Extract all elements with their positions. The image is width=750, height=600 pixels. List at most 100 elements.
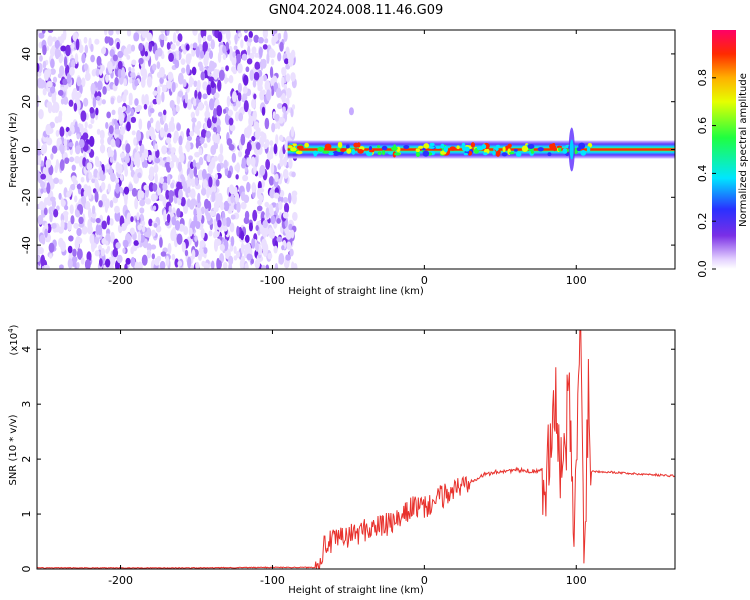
noise-blob (184, 91, 188, 104)
noise-blob (70, 43, 75, 49)
noise-blob (154, 257, 160, 266)
noise-blob (222, 217, 227, 227)
noise-blob (80, 257, 85, 265)
noise-blob (289, 248, 294, 257)
noise-blob (253, 121, 260, 130)
noise-blob (164, 122, 169, 133)
noise-blob (251, 237, 256, 249)
noise-blob (86, 162, 93, 171)
noise-blob (83, 36, 88, 44)
noise-blob (202, 40, 208, 52)
noise-blob (259, 90, 265, 101)
noise-blob (231, 66, 236, 73)
noise-blob (197, 32, 202, 45)
noise-blob (271, 50, 276, 58)
noise-blob (174, 59, 180, 69)
noise-blob (72, 248, 77, 257)
noise-blob (76, 183, 82, 190)
noise-blob (144, 50, 148, 57)
noise-blob (53, 102, 60, 114)
noise-blob (162, 196, 167, 207)
noise-blob (164, 162, 171, 168)
noise-blob (281, 245, 285, 251)
noise-blob (37, 264, 40, 269)
noise-blob (62, 78, 68, 86)
signal-fleck (427, 146, 435, 149)
noise-blob (37, 214, 44, 226)
noise-blob (116, 254, 123, 264)
noise-blob (259, 75, 264, 82)
noise-blob (172, 32, 177, 44)
noise-blob (192, 98, 197, 107)
noise-blob (126, 30, 132, 37)
noise-blob (250, 156, 256, 167)
y-tick-label: 3 (20, 401, 33, 408)
y-tick-label: -40 (20, 236, 33, 254)
noise-blob (186, 135, 192, 142)
noise-blob (282, 106, 286, 114)
noise-blob (210, 80, 215, 89)
noise-blob (276, 236, 283, 243)
noise-blob (240, 230, 245, 241)
noise-blob (223, 159, 228, 170)
noise-blob (269, 140, 274, 147)
noise-blob (285, 254, 292, 261)
noise-blob (253, 93, 257, 100)
noise-blob (137, 189, 142, 201)
noise-blob (60, 45, 67, 52)
signal-fleck (578, 142, 586, 150)
noise-blob (150, 244, 157, 250)
noise-blob (244, 35, 249, 42)
noise-blob (274, 187, 280, 194)
noise-blob (250, 258, 255, 265)
noise-blob (200, 228, 205, 239)
noise-blob (257, 36, 264, 44)
noise-blob (228, 74, 234, 84)
noise-blob (90, 82, 96, 95)
noise-blob (274, 263, 279, 269)
noise-blob (131, 187, 138, 197)
noise-blob (216, 104, 223, 117)
noise-blob (90, 54, 95, 63)
noise-blob (50, 153, 54, 160)
noise-blob (265, 158, 271, 170)
noise-blob (139, 199, 146, 207)
noise-blob (162, 182, 168, 191)
noise-blob (180, 58, 186, 66)
signal-fleck (492, 150, 496, 156)
noise-blob (59, 65, 65, 76)
noise-blob (290, 229, 295, 239)
noise-blob (95, 107, 99, 116)
noise-blob (81, 225, 88, 235)
noise-blob (167, 242, 172, 255)
y-tick-label: 40 (20, 47, 33, 61)
signal-fleck (508, 151, 515, 155)
noise-blob (279, 134, 284, 142)
noise-blob (106, 60, 113, 71)
noise-blob (191, 66, 197, 76)
noise-blob (228, 117, 234, 126)
signal-fleck (296, 145, 304, 150)
noise-blob (159, 127, 165, 138)
noise-blob (215, 132, 220, 145)
noise-blob (123, 89, 129, 96)
noise-blob (98, 200, 103, 208)
x-tick-label: 100 (566, 274, 587, 287)
noise-blob (163, 209, 167, 222)
noise-blob (231, 55, 237, 66)
signal-fleck (580, 149, 587, 156)
noise-blob (115, 30, 121, 35)
signal-fleck (549, 143, 554, 149)
signal-fleck (304, 142, 310, 148)
noise-blob (193, 80, 198, 88)
noise-blob (88, 123, 93, 129)
noise-blob (198, 209, 202, 222)
signal-fleck (422, 150, 430, 157)
noise-blob (178, 144, 183, 156)
noise-blob (188, 227, 193, 237)
noise-blob (255, 242, 259, 252)
noise-blob (188, 155, 193, 161)
noise-blob (110, 138, 116, 148)
noise-blob (199, 50, 205, 59)
noise-blob (76, 262, 80, 269)
